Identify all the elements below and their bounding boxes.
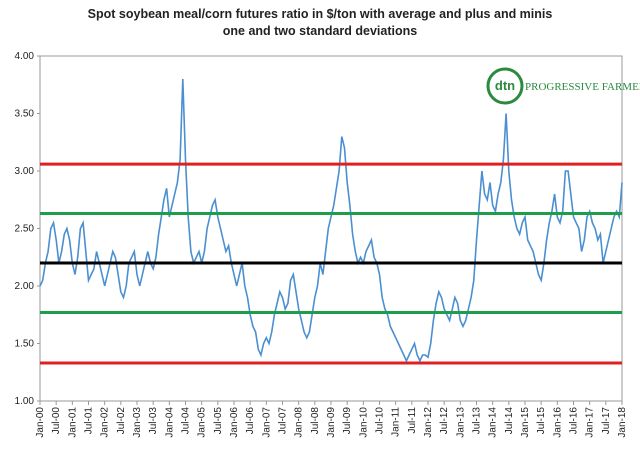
y-tick-label: 3.00 [15,166,35,177]
x-tick-label: Jan-00 [35,407,46,438]
x-tick-label: Jul-10 [375,407,386,435]
x-tick-label: Jan-08 [294,407,305,438]
x-tick-label: Jan-12 [423,407,434,438]
x-tick-label: Jul-06 [245,407,256,435]
x-tick-label: Jan-13 [455,407,466,438]
y-tick-label: 2.50 [15,224,35,235]
x-tick-label: Jul-11 [407,407,418,434]
logo: dtn PROGRESSIVE FARMER [486,67,640,105]
x-tick-label: Jan-18 [617,407,628,438]
y-tick-label: 1.50 [15,339,35,350]
logo-badge: dtn [495,78,515,93]
x-tick-label: Jul-09 [342,407,353,435]
y-tick-label: 3.50 [15,109,35,120]
x-tick-label: Jan-07 [261,407,272,438]
x-tick-label: Jul-02 [116,407,127,435]
logo-ring [486,67,524,105]
x-tick-label: Jul-13 [472,407,483,435]
x-tick-label: Jan-02 [100,407,111,438]
x-tick-label: Jan-09 [326,407,337,438]
x-tick-label: Jan-11 [391,407,402,437]
x-tick-label: Jan-16 [552,407,563,438]
x-tick-label: Jan-17 [585,407,596,438]
x-tick-label: Jan-06 [229,407,240,438]
x-tick-label: Jan-03 [132,407,143,438]
x-tick-label: Jul-08 [310,407,321,435]
x-tick-label: Jan-05 [197,407,208,438]
x-tick-label: Jan-01 [67,407,78,438]
chart-title: one and two standard deviations [223,24,418,38]
x-tick-label: Jul-07 [278,407,289,435]
logo-text: PROGRESSIVE FARMER [525,81,640,93]
y-tick-label: 1.00 [15,396,35,407]
x-tick-label: Jan-14 [488,407,499,438]
x-tick-label: Jul-16 [569,407,580,435]
x-tick-label: Jul-17 [601,407,612,435]
x-tick-label: Jul-12 [439,407,450,435]
x-tick-label: Jul-04 [181,407,192,435]
y-tick-label: 4.00 [15,51,35,62]
x-tick-label: Jan-10 [358,407,369,438]
x-tick-label: Jul-01 [84,407,95,435]
x-tick-label: Jul-14 [504,407,515,435]
x-tick-label: Jul-15 [536,407,547,435]
x-tick-label: Jan-04 [164,407,175,438]
x-tick-label: Jan-15 [520,407,531,438]
x-tick-label: Jul-00 [51,407,62,435]
y-tick-label: 2.00 [15,281,35,292]
plot-frame [39,55,623,402]
x-tick-label: Jul-05 [213,407,224,435]
x-tick-label: Jul-03 [148,407,159,435]
data-line [39,78,623,363]
chart-title: Spot soybean meal/corn futures ratio in … [88,7,553,21]
